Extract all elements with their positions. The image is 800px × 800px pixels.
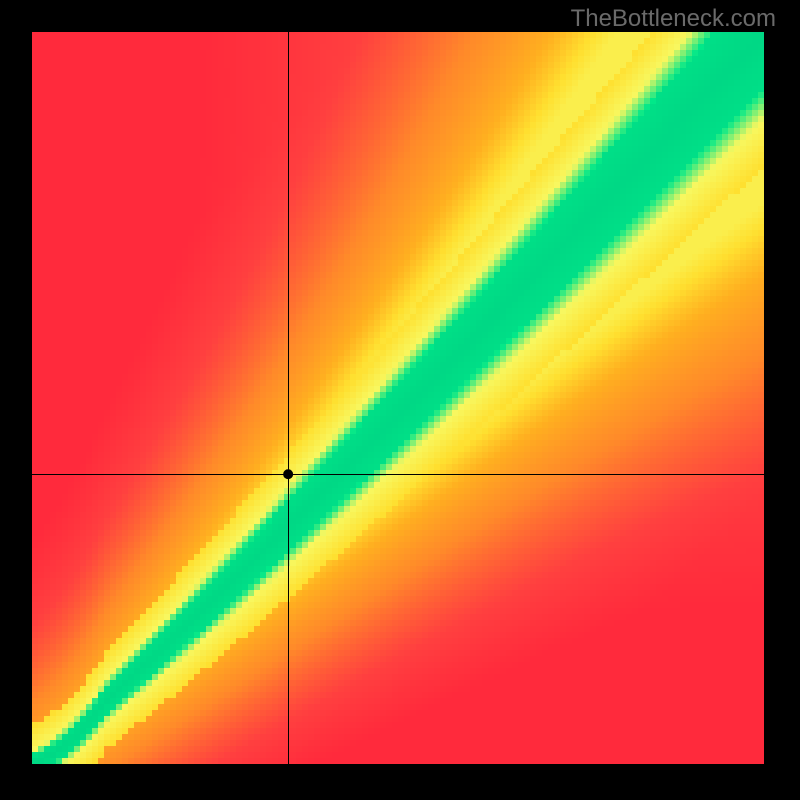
chart-container: TheBottleneck.com (0, 0, 800, 800)
heatmap-canvas (0, 0, 800, 800)
watermark-text: TheBottleneck.com (571, 5, 776, 33)
